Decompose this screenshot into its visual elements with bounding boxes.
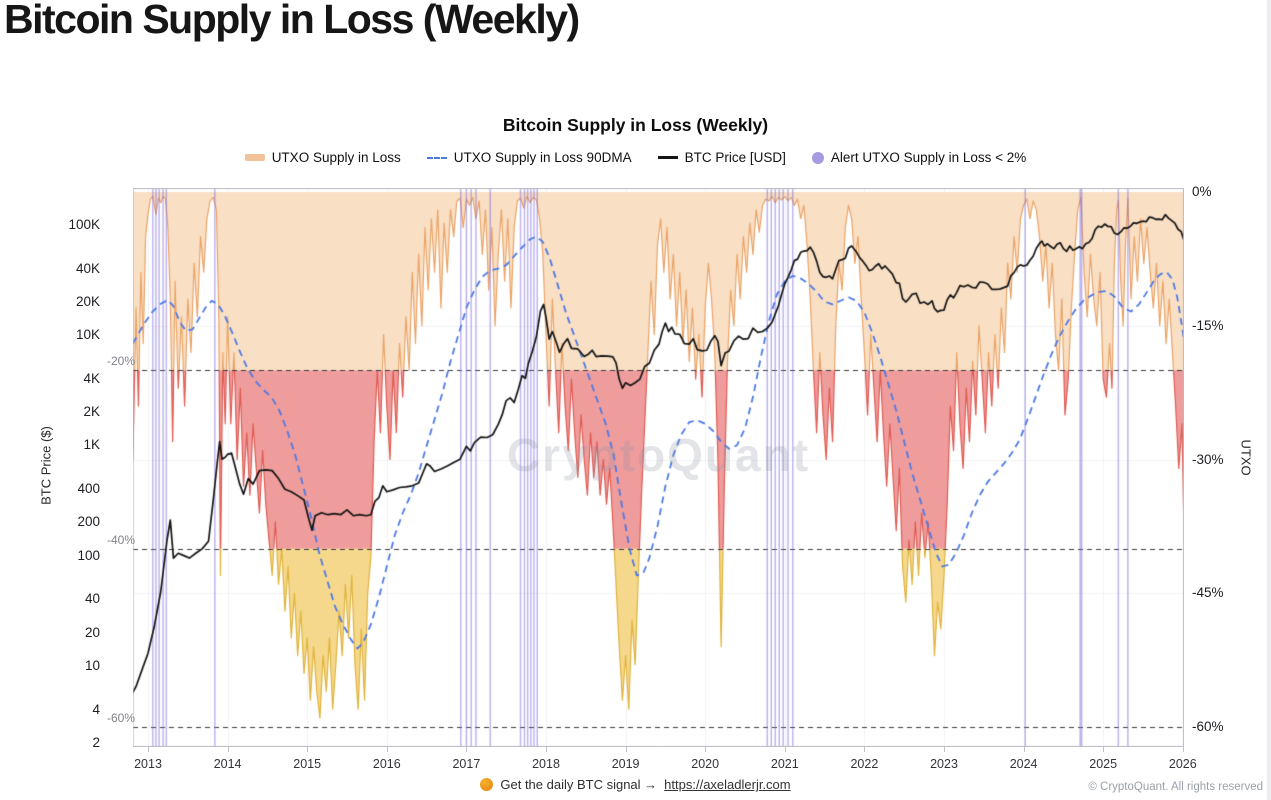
- x-axis-tickmark: [227, 747, 229, 752]
- x-axis-tickmark: [864, 747, 866, 752]
- x-axis-tickmark: [466, 747, 468, 752]
- x-axis-tickmark: [784, 747, 786, 752]
- x-axis-tick: 2014: [213, 757, 242, 771]
- left-axis-tick: 1K: [83, 437, 100, 453]
- x-axis-tickmark: [148, 747, 149, 752]
- left-axis-tick: 10K: [75, 327, 100, 343]
- left-axis-title: BTC Price ($): [38, 426, 54, 505]
- x-axis-tickmark: [307, 747, 309, 752]
- left-axis-tick: 10: [84, 657, 100, 673]
- orange-dot-icon: [480, 778, 494, 791]
- plot-area: [133, 188, 1184, 747]
- legend-label: UTXO Supply in Loss: [271, 150, 401, 165]
- right-axis-tick: -60%: [1192, 719, 1224, 734]
- right-axis-title: UTXO: [1238, 439, 1254, 476]
- x-axis-tickmark: [546, 747, 547, 752]
- x-axis-tick: 2021: [770, 757, 799, 771]
- x-axis-tick: 2026: [1168, 757, 1197, 771]
- x-axis-tick: 2016: [372, 757, 401, 771]
- scrollbar-track[interactable]: [1267, 0, 1271, 800]
- legend-item-3: BTC Price [USD]: [657, 150, 786, 165]
- chart-title: Bitcoin Supply in Loss (Weekly): [502, 115, 769, 135]
- x-axis-tickmark: [1182, 747, 1184, 752]
- dashed-swatch-icon: [426, 156, 447, 159]
- left-axis-tick: 20: [84, 624, 100, 640]
- chart-canvas: [133, 188, 1184, 747]
- line-swatch-icon: [657, 156, 678, 159]
- x-axis-tick: 2017: [452, 757, 481, 771]
- x-axis-tickmark: [1023, 747, 1025, 752]
- legend-item-4: Alert UTXO Supply in Loss < 2%: [811, 150, 1027, 165]
- left-axis-tick: 100: [77, 547, 100, 563]
- area-swatch-icon: [244, 154, 265, 161]
- x-axis-tick: 2019: [611, 757, 640, 771]
- left-axis-tick: 40K: [75, 260, 100, 276]
- footer: Get the daily BTC signal → https://axela…: [0, 777, 1271, 792]
- x-axis-tick: 2025: [1089, 757, 1118, 771]
- x-axis-tick: 2020: [691, 757, 720, 771]
- legend-item-1: UTXO Supply in Loss: [244, 150, 401, 165]
- right-axis-tick: -15%: [1192, 317, 1224, 333]
- signal-link[interactable]: https://axeladlerjr.com: [664, 777, 791, 792]
- x-axis-tick: 2013: [134, 757, 162, 771]
- left-axis-tick: 100K: [68, 217, 100, 232]
- left-axis-tick: 4: [92, 701, 100, 717]
- left-axis-tick: 40: [84, 591, 100, 607]
- legend-item-2: UTXO Supply in Loss 90DMA: [426, 150, 632, 165]
- left-axis-tick: 4K: [83, 371, 100, 387]
- page-title: Bitcoin Supply in Loss (Weekly): [4, 0, 580, 42]
- left-axis-tick: 400: [77, 481, 100, 497]
- x-axis-tick: 2024: [1009, 757, 1038, 771]
- dot-swatch-icon: [811, 151, 824, 164]
- x-axis-tickmark: [625, 747, 627, 752]
- threshold-label: -40%: [107, 532, 136, 547]
- legend-label: BTC Price [USD]: [684, 150, 786, 165]
- right-axis-tick: -45%: [1192, 585, 1224, 601]
- x-axis-tickmark: [1103, 747, 1105, 752]
- legend-label: Alert UTXO Supply in Loss < 2%: [830, 150, 1027, 165]
- left-axis-tick: 2: [92, 734, 100, 750]
- threshold-label: -20%: [107, 354, 136, 369]
- x-axis-tickmark: [386, 747, 388, 752]
- signal-text: Get the daily BTC signal →: [500, 777, 658, 792]
- right-axis-tick: -30%: [1192, 451, 1224, 467]
- left-axis-tick: 20K: [75, 294, 100, 310]
- x-axis-tick: 2015: [293, 757, 322, 771]
- threshold-label: -60%: [107, 711, 136, 725]
- right-axis-tick: 0%: [1192, 184, 1212, 199]
- x-axis-tick: 2022: [850, 757, 879, 771]
- x-axis-tick: 2023: [930, 757, 958, 771]
- left-axis-tick: 200: [77, 514, 100, 530]
- x-axis-tickmark: [944, 747, 945, 752]
- chart-legend: UTXO Supply in Loss UTXO Supply in Loss 9…: [0, 150, 1271, 165]
- legend-label: UTXO Supply in Loss 90DMA: [453, 150, 632, 165]
- copyright: © CryptoQuant. All rights reserved: [1088, 781, 1263, 793]
- x-axis-tick: 2018: [532, 757, 560, 771]
- x-axis-tickmark: [705, 747, 707, 752]
- left-axis-tick: 2K: [83, 404, 100, 420]
